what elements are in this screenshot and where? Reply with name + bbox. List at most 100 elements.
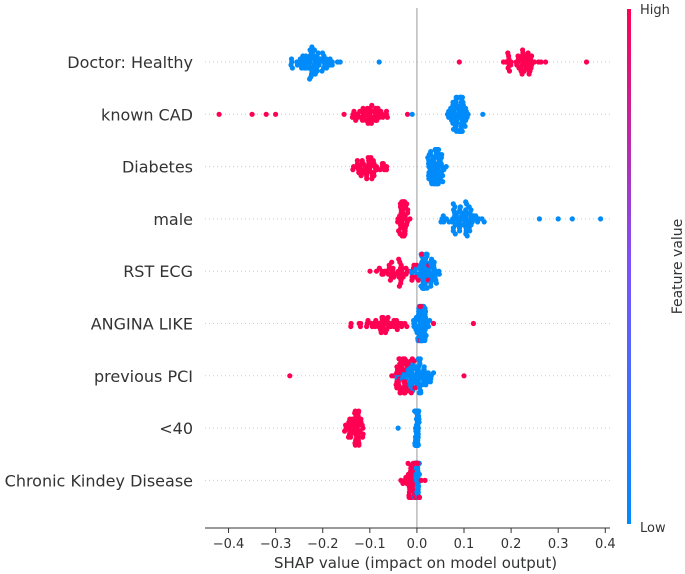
shap-point [433, 280, 439, 286]
feature-label: <40 [159, 419, 193, 438]
shap-point [370, 158, 376, 164]
shap-point [583, 59, 590, 65]
shap-point [380, 271, 386, 277]
shap-point [456, 59, 462, 65]
shap-point [452, 231, 458, 237]
shap-point [396, 283, 402, 289]
shap-point [423, 251, 429, 257]
feature-label: Chronic Kindey Disease [5, 471, 193, 490]
shap-point [418, 303, 424, 310]
shap-point [415, 460, 421, 466]
shap-point [480, 111, 486, 117]
x-axis-title: SHAP value (impact on model output) [274, 554, 557, 572]
x-tick-label: 0.2 [501, 537, 522, 552]
shap-point [385, 314, 391, 321]
shap-point [367, 268, 373, 274]
feature-label: Doctor: Healthy [67, 53, 193, 72]
shap-point [390, 373, 396, 379]
feature-labels: Doctor: Healthy known CAD Diabetes male RST … [5, 53, 193, 490]
x-tick-label: 0.1 [454, 537, 475, 552]
x-tick-label: 0.3 [548, 537, 569, 552]
shap-point [397, 390, 403, 396]
shap-point [341, 111, 347, 117]
feature-label: ANGINA LIKE [91, 315, 193, 334]
shap-point [505, 50, 511, 56]
x-tick-label: −0.3 [260, 537, 292, 552]
shap-point [394, 326, 400, 333]
shap-point [329, 62, 335, 68]
shap-point [430, 320, 437, 327]
shap-point [364, 323, 370, 330]
shap-point [435, 181, 441, 187]
shap-point [419, 382, 425, 388]
shap-point [450, 201, 456, 207]
shap-point [460, 99, 466, 105]
shap-point [457, 204, 463, 210]
shap-point [303, 53, 309, 59]
shap-point [419, 251, 425, 257]
x-tick-label: 0.0 [407, 537, 428, 552]
shap-point [364, 176, 370, 182]
shap-point [315, 50, 321, 56]
shap-point [263, 111, 269, 117]
shap-point [380, 114, 386, 120]
shap-point [389, 259, 395, 265]
shap-point [316, 62, 322, 68]
shap-point [598, 216, 604, 222]
shap-point [415, 356, 421, 362]
shap-points [216, 44, 604, 500]
shap-point [457, 94, 463, 100]
shap-point [376, 59, 382, 65]
shap-point [428, 149, 434, 155]
shap-point [350, 167, 356, 173]
shap-point [461, 373, 467, 379]
colorbar-low-label: Low [640, 521, 666, 536]
shap-point [430, 370, 437, 376]
x-tick-label: −0.1 [354, 537, 386, 552]
shap-point [371, 173, 377, 179]
shap-point [466, 204, 472, 210]
shap-point [463, 117, 469, 123]
shap-point [368, 120, 374, 126]
shap-point [383, 167, 390, 173]
shap-point [383, 108, 390, 114]
shap-point [536, 216, 543, 222]
shap-point [380, 314, 386, 321]
shap-point [470, 320, 476, 327]
shap-point [529, 53, 535, 59]
shap-point [288, 56, 295, 62]
shap-point [360, 161, 366, 167]
shap-point [404, 323, 410, 330]
shap-point [508, 62, 514, 68]
shap-point [425, 323, 432, 330]
shap-point [555, 216, 561, 222]
shap-point [467, 228, 473, 234]
shap-point [407, 216, 413, 222]
shap-point [348, 434, 354, 440]
shap-point [395, 425, 401, 431]
shap-point [380, 161, 386, 167]
shap-point [356, 442, 362, 448]
shap-point [319, 68, 325, 74]
x-tick-label: −0.4 [213, 537, 245, 552]
shap-point [358, 416, 364, 422]
shap-point [396, 256, 402, 262]
shap-point [422, 477, 428, 483]
shap-point [409, 356, 415, 362]
shap-point [348, 323, 354, 330]
shap-point [422, 337, 428, 344]
shap-point [376, 265, 382, 271]
shap-point [365, 317, 371, 324]
shap-point [393, 317, 400, 324]
shap-point [463, 199, 469, 205]
shap-point [404, 201, 410, 207]
shap-point [384, 114, 390, 120]
feature-value-colorbar [627, 9, 631, 524]
shap-point [307, 76, 313, 82]
shap-point [418, 390, 424, 396]
shap-point [408, 390, 414, 396]
shap-point [481, 219, 487, 225]
shap-point [404, 111, 411, 117]
shap-point [399, 265, 405, 271]
